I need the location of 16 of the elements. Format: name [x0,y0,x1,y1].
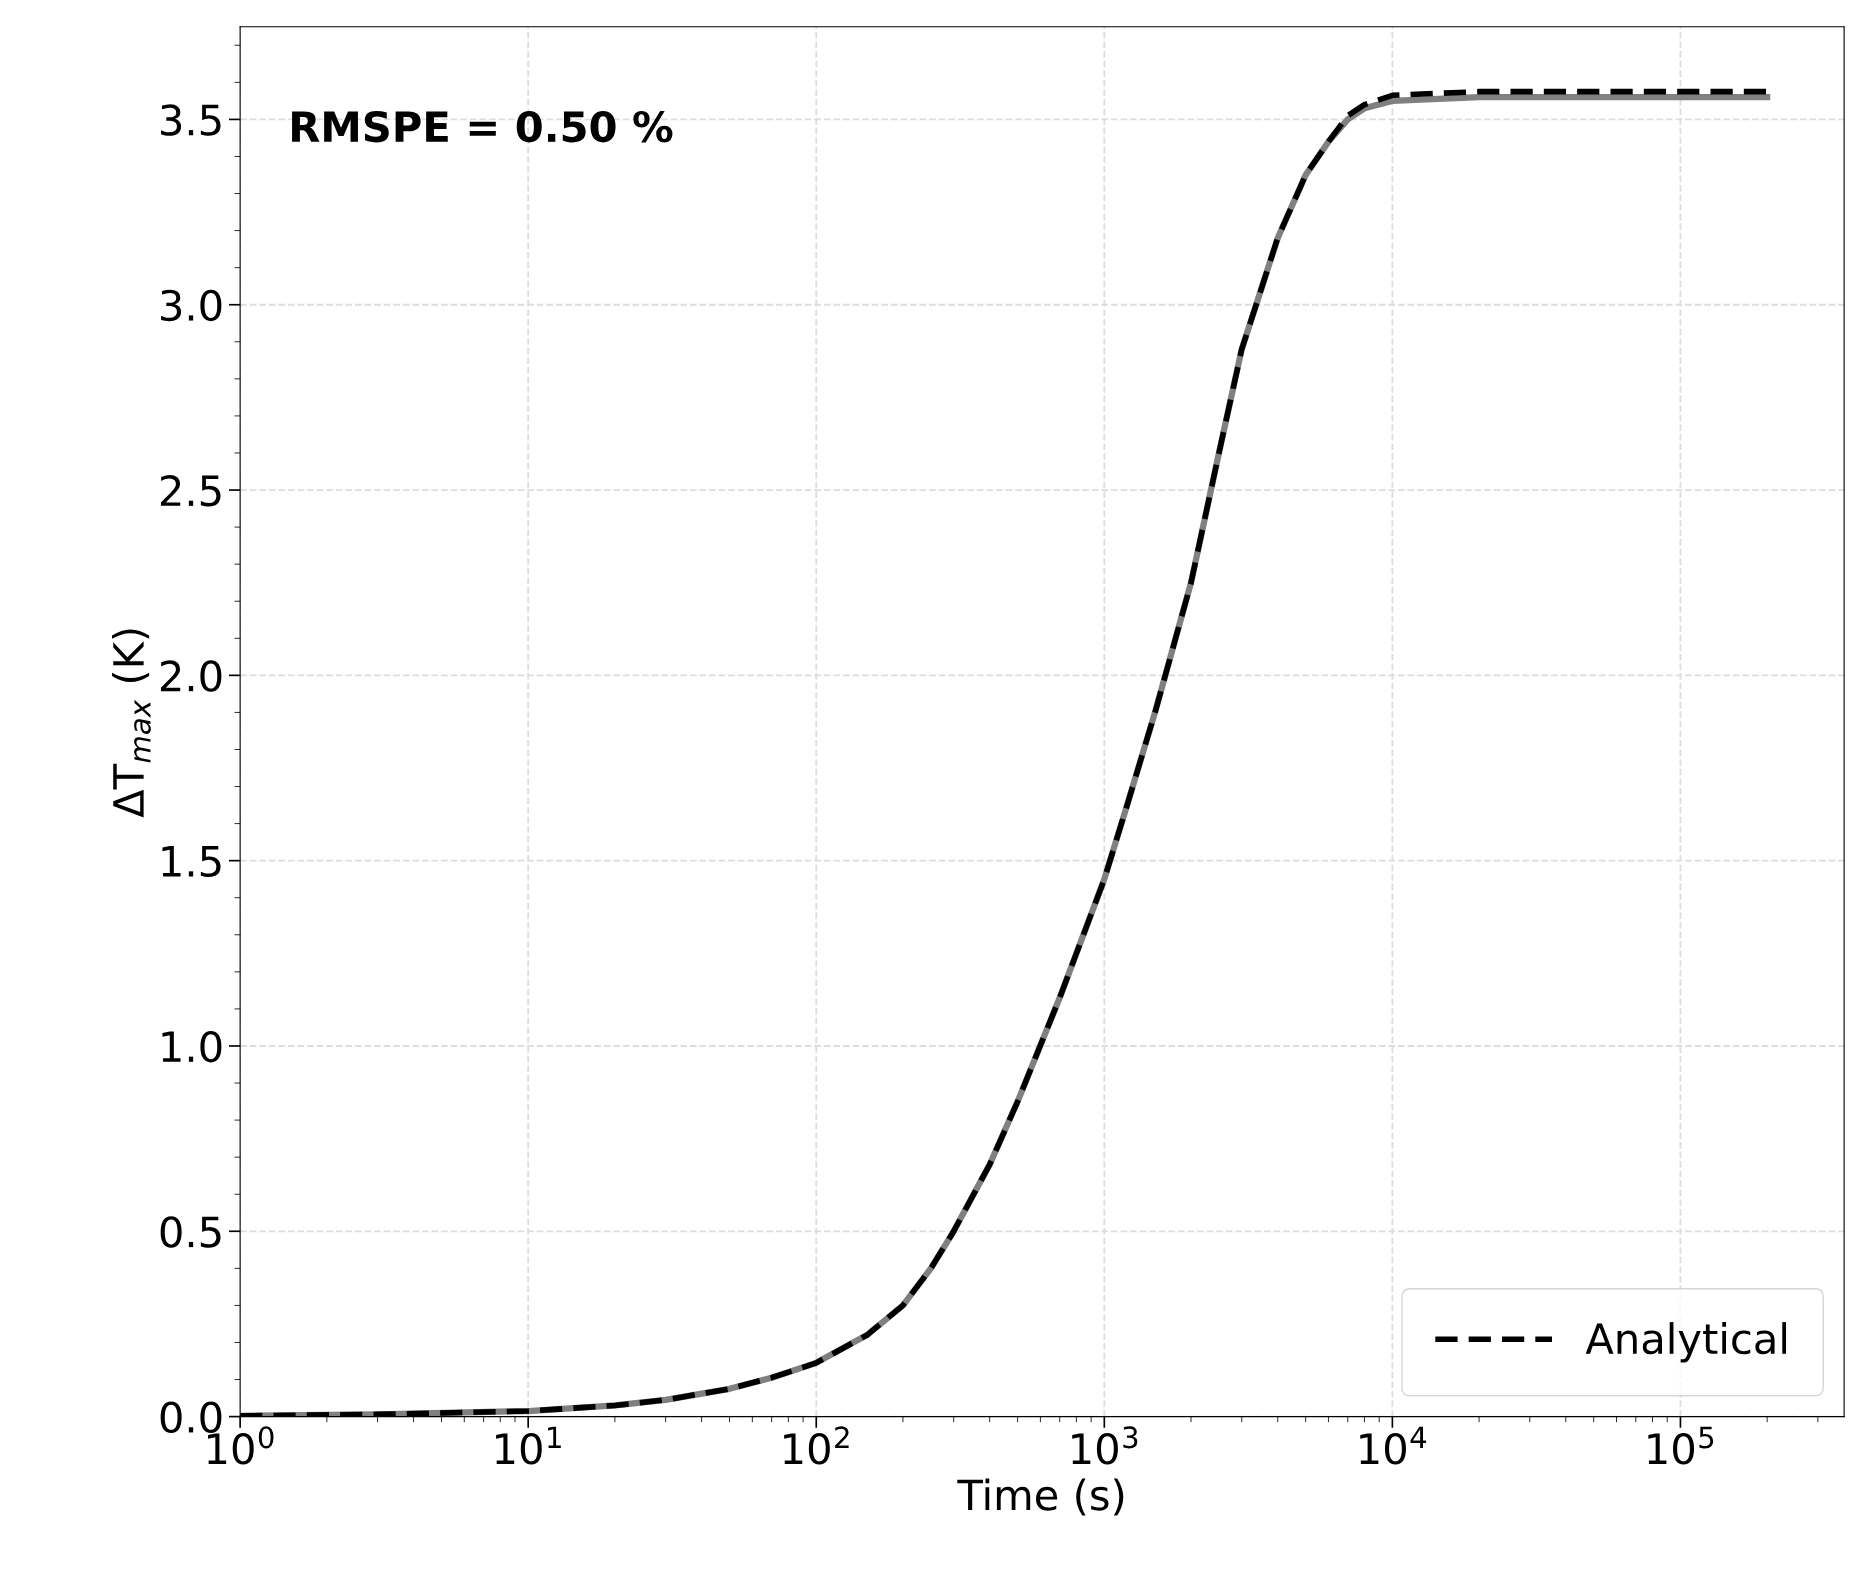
y-tick-label: 2.0 [160,660,222,692]
y-tick-label: 1.5 [162,846,221,878]
y-tick-label: 1.0 [162,1030,222,1063]
y-axis-title: ΔT$_{max}$ (K) [112,629,151,818]
y-tick-label: 0.5 [160,1216,221,1248]
x-tick-label: 10$^{1}$ [496,1426,561,1465]
legend-label: Analytical [1585,1322,1787,1363]
annotation: RMSPE = 0.50 % [292,110,673,143]
y-tick-label: 2.5 [160,474,221,507]
y-tick-label: 3.0 [161,289,222,322]
x-tick-label: 10$^{5}$ [1648,1426,1714,1465]
x-tick-label: 10$^{3}$ [1072,1426,1138,1465]
x-tick-label: 10$^{2}$ [784,1426,849,1465]
x-tick-label: 10$^{4}$ [1360,1426,1427,1465]
x-axis-title: Time (s) [957,1478,1124,1516]
y-tick-label: 3.5 [161,104,221,136]
